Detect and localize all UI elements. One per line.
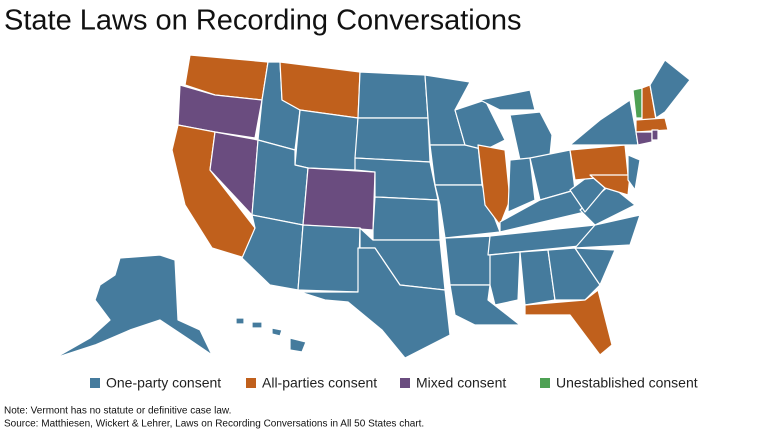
- region: [574, 214, 641, 249]
- legend-label: Unestablished consent: [556, 375, 698, 391]
- legend-swatch: [540, 378, 550, 388]
- region: [574, 247, 616, 286]
- region: [547, 247, 601, 301]
- source: Source: Matthiesen, Wickert & Lehrer, La…: [4, 419, 424, 430]
- region: [299, 247, 451, 359]
- region: [357, 71, 429, 119]
- region: [354, 117, 431, 163]
- region: [302, 167, 376, 231]
- region: [632, 87, 643, 119]
- legend-label: Mixed consent: [416, 375, 506, 391]
- region: [509, 111, 553, 161]
- legend-label: One-party consent: [106, 375, 221, 391]
- region: [524, 289, 613, 356]
- region: [235, 317, 245, 325]
- region: [251, 321, 263, 329]
- region: [444, 235, 496, 286]
- region: [294, 109, 359, 171]
- note: Note: Vermont has no statute or definiti…: [4, 406, 231, 417]
- region: [479, 89, 536, 111]
- legend-swatch: [90, 378, 100, 388]
- region: [507, 157, 536, 213]
- region: [651, 129, 659, 141]
- legend-swatch: [400, 378, 410, 388]
- region: [589, 174, 631, 196]
- legend-swatch: [246, 378, 256, 388]
- us-map: [54, 54, 691, 359]
- region: [569, 99, 639, 146]
- region: [477, 144, 511, 226]
- region: [429, 144, 483, 186]
- region: [627, 154, 641, 191]
- region: [297, 224, 361, 293]
- legend-label: All-parties consent: [262, 375, 377, 391]
- title: State Laws on Recording Conversations: [4, 5, 521, 37]
- region: [489, 251, 521, 306]
- region: [271, 327, 283, 337]
- region: [635, 117, 669, 133]
- region: [454, 99, 506, 151]
- region: [54, 254, 213, 359]
- region: [635, 131, 653, 146]
- region: [649, 59, 691, 119]
- region: [372, 196, 441, 241]
- region: [289, 337, 307, 353]
- legend: One-party consent All-parties consent Mixe…: [90, 375, 698, 391]
